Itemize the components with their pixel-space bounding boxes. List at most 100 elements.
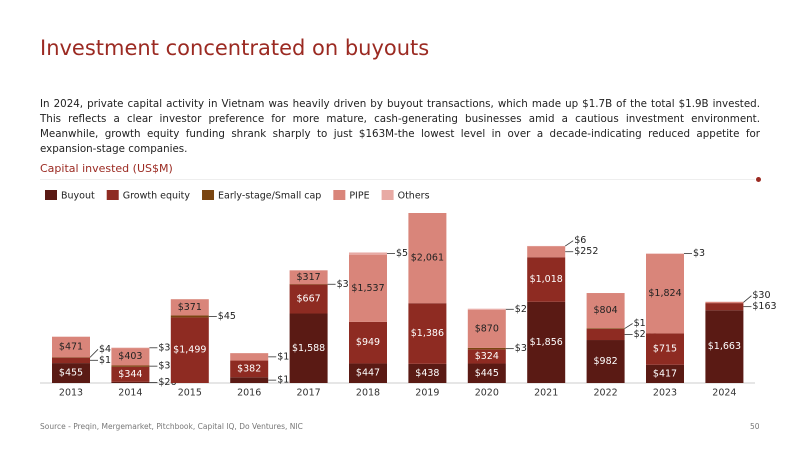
- label-box: [116, 350, 145, 363]
- value-label: $27: [515, 304, 533, 315]
- label-box: [235, 362, 264, 375]
- callout-line: [624, 323, 633, 329]
- value-label: $26: [158, 377, 176, 388]
- legend-swatch: [202, 190, 215, 200]
- legend-label: Early-stage/Small cap: [218, 191, 321, 202]
- label-box: [650, 343, 680, 356]
- bar-segment: [349, 252, 387, 255]
- bar-segment: [111, 381, 150, 383]
- value-label: $455: [59, 368, 83, 379]
- value-label: $252: [574, 246, 598, 257]
- label-box: [650, 367, 680, 380]
- rule: [40, 179, 755, 180]
- value-label: $1,499: [173, 345, 206, 356]
- value-label: $2,061: [411, 253, 444, 264]
- value-label: $128: [99, 355, 123, 366]
- label-box: [171, 344, 209, 357]
- bar-segment: [111, 365, 150, 367]
- value-label: $30: [158, 361, 176, 372]
- label-box: [472, 322, 501, 335]
- legend-swatch: [333, 190, 346, 200]
- value-label: $1,824: [648, 288, 681, 299]
- bar-segment: [586, 328, 625, 329]
- bar-segment: [111, 347, 150, 349]
- x-tick-label: 2014: [118, 388, 142, 399]
- body-text: In 2024, private capital activity in Vie…: [40, 98, 760, 155]
- value-label: $371: [178, 302, 202, 313]
- value-label: $870: [475, 323, 499, 334]
- callout-line: [89, 349, 99, 358]
- value-label: $804: [594, 305, 618, 316]
- label-box: [56, 367, 86, 380]
- value-label: $45: [218, 311, 236, 322]
- value-label: $169: [277, 351, 301, 362]
- value-label: $3: [693, 248, 705, 259]
- value-label: $1,856: [530, 337, 563, 348]
- value-label: $1,386: [411, 328, 444, 339]
- value-label: $163: [752, 301, 776, 312]
- value-label: $32: [515, 343, 533, 354]
- value-label: $1,537: [351, 283, 384, 294]
- label-box: [175, 301, 204, 314]
- x-tick-label: 2021: [534, 388, 558, 399]
- value-label: $1,018: [530, 274, 563, 285]
- value-label: $3: [337, 279, 349, 290]
- value-label: $1,588: [292, 343, 325, 354]
- x-tick-label: 2022: [594, 388, 618, 399]
- legend-swatch: [106, 190, 119, 200]
- label-box: [527, 273, 565, 286]
- label-box: [289, 342, 328, 355]
- value-label: $471: [59, 342, 83, 353]
- label-box: [349, 282, 387, 295]
- value-label: $447: [356, 368, 380, 379]
- bar-segment: [467, 308, 506, 310]
- value-label: $17: [634, 318, 652, 329]
- value-label: $715: [653, 344, 677, 355]
- value-label: $324: [475, 351, 499, 362]
- x-tick-label: 2013: [59, 388, 83, 399]
- value-label: $417: [653, 368, 677, 379]
- bar-segment: [52, 357, 90, 364]
- callout-line: [743, 295, 752, 303]
- label-box: [527, 336, 565, 349]
- source: Source - Preqin, Mergemarket, Pitchbook,…: [40, 422, 303, 431]
- label-box: [56, 341, 86, 354]
- label-box: [408, 327, 447, 340]
- bar-segment: [646, 253, 684, 255]
- value-label: $317: [297, 272, 321, 283]
- value-label: $30: [752, 290, 770, 301]
- callout-line: [564, 240, 574, 247]
- legend-label: Growth equity: [123, 191, 191, 202]
- x-tick-label: 2016: [237, 388, 261, 399]
- value-label: $4: [99, 344, 111, 355]
- bar-segment: [230, 353, 269, 361]
- bar-segment: [586, 328, 625, 341]
- label-box: [294, 292, 323, 305]
- value-label: $1,663: [708, 341, 741, 352]
- label-box: [353, 336, 383, 349]
- bar-segment: [52, 357, 90, 358]
- label-box: [591, 355, 620, 368]
- value-label: $253: [634, 329, 658, 340]
- value-label: $982: [594, 356, 618, 367]
- x-tick-label: 2015: [178, 388, 202, 399]
- x-tick-label: 2017: [297, 388, 321, 399]
- x-tick-label: 2020: [475, 388, 499, 399]
- legend-label: Others: [398, 191, 430, 202]
- label-box: [646, 287, 684, 300]
- value-label: $131: [277, 375, 301, 386]
- label-box: [353, 367, 383, 380]
- bar-segment: [289, 284, 328, 285]
- x-tick-label: 2023: [653, 388, 677, 399]
- label-box: [591, 304, 620, 317]
- x-tick-label: 2018: [356, 388, 380, 399]
- bar-segment: [527, 246, 566, 258]
- label-box: [116, 368, 145, 381]
- legend-swatch: [45, 190, 57, 200]
- label-box: [472, 350, 501, 363]
- value-label: $344: [118, 369, 142, 380]
- value-label: $949: [356, 337, 380, 348]
- bar-segment: [230, 377, 269, 383]
- value-label: $667: [297, 293, 321, 304]
- value-label: $403: [118, 351, 142, 362]
